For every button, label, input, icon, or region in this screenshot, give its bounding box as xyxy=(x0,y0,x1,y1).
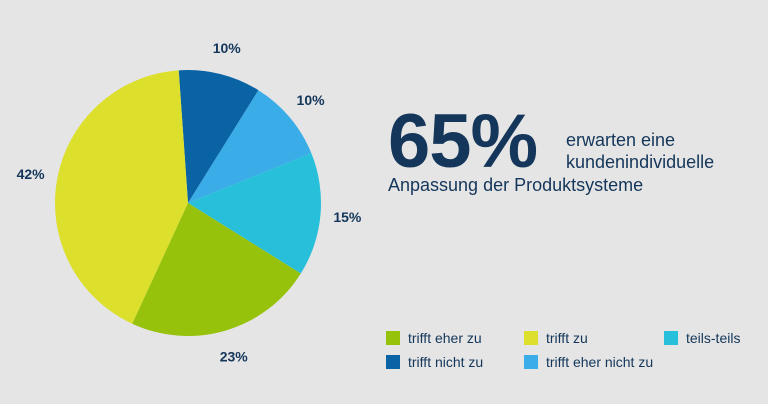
chart-legend: trifft eher zu trifft zu teils-teils tri… xyxy=(386,330,766,380)
headline-line-1: erwarten eine xyxy=(566,130,676,150)
pie-chart: 10% 10% 15% 23% 42% xyxy=(17,40,362,365)
slice-value-label-trifft-eher-zu: 23% xyxy=(220,348,249,364)
legend-item-trifft-nicht-zu: trifft nicht zu xyxy=(386,354,483,370)
legend-item-trifft-eher-zu: trifft eher zu xyxy=(386,330,482,346)
legend-swatch xyxy=(524,331,538,345)
slice-value-label-trifft-eher-nicht-zu: 10% xyxy=(297,92,326,108)
pie-slice-trifft-eher-zu xyxy=(132,203,301,336)
slice-value-label-trifft-zu: 42% xyxy=(17,166,46,182)
pie-slice-trifft-zu xyxy=(54,70,188,324)
pie-slice-teils-teils xyxy=(188,153,322,274)
legend-swatch xyxy=(386,331,400,345)
legend-swatch xyxy=(664,331,678,345)
slice-value-label-teils-teils: 15% xyxy=(333,209,362,225)
headline-line-2: kundenindividuelle xyxy=(566,152,715,172)
legend-item-trifft-zu: trifft zu xyxy=(524,330,588,346)
headline: 65% erwarten eine kundenindividuelle Anp… xyxy=(388,104,758,204)
legend-label: trifft nicht zu xyxy=(408,354,484,370)
legend-label: trifft eher nicht zu xyxy=(546,354,654,370)
legend-swatch xyxy=(386,355,400,369)
headline-number: 65% xyxy=(388,99,538,184)
headline-line-3: Anpassung der Produktsysteme xyxy=(388,175,644,195)
legend-item-trifft-eher-nicht-zu: trifft eher nicht zu xyxy=(524,354,653,370)
legend-label: trifft eher zu xyxy=(408,330,482,346)
pie-slice-trifft-nicht-zu xyxy=(178,69,259,203)
legend-swatch xyxy=(524,355,538,369)
slice-value-label-trifft-nicht-zu: 10% xyxy=(213,40,242,56)
legend-label: teils-teils xyxy=(686,330,741,346)
pie-slice-trifft-eher-nicht-zu xyxy=(188,90,312,203)
legend-item-teils-teils: teils-teils xyxy=(664,330,740,346)
legend-label: trifft zu xyxy=(546,330,588,346)
